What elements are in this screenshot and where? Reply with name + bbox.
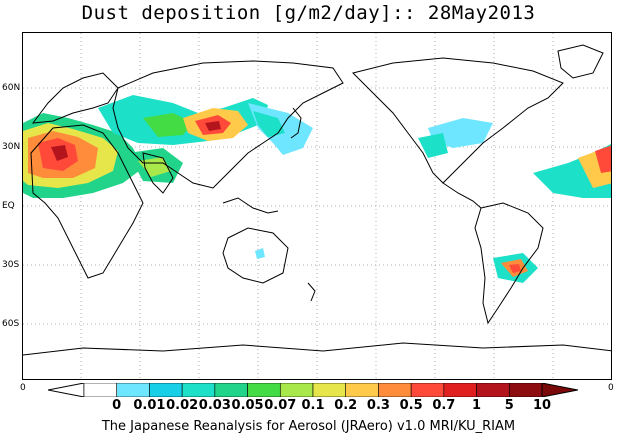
colorbar-cell — [508, 383, 543, 397]
colorbar-tick-label: 0.7 — [432, 398, 456, 413]
colorbar-cell — [345, 383, 379, 397]
coastlines — [23, 44, 611, 356]
colorbar-tick-label: 0.5 — [399, 398, 423, 413]
colorbar-tick-label: 0.07 — [264, 398, 297, 413]
graticule — [23, 33, 611, 379]
lat-label-eq: EQ — [2, 201, 15, 211]
colorbar-tick-label: 1 — [472, 398, 482, 413]
colorbar — [48, 383, 578, 397]
colorbar-left-edge-label: 0 — [20, 383, 26, 393]
lat-label-60n: 60N — [2, 83, 21, 93]
colorbar-tick-label: 0.2 — [334, 398, 358, 413]
colorbar-cell — [83, 383, 118, 397]
colorbar-cell — [181, 383, 216, 397]
colorbar-cell — [378, 383, 412, 397]
dust-shading — [23, 95, 611, 283]
colorbar-cell — [443, 383, 477, 397]
colorbar-cell — [214, 383, 248, 397]
colorbar-tick-label: 0.1 — [301, 398, 325, 413]
map-canvas — [23, 33, 611, 379]
arrow-right-icon — [541, 383, 578, 397]
world-map — [22, 32, 612, 380]
colorbar-tick-label: 0.3 — [366, 398, 390, 413]
colorbar-cell — [149, 383, 183, 397]
map-title: Dust deposition [g/m2/day]:: 28May2013 — [81, 2, 536, 24]
colorbar-tick-label: 0.02 — [166, 398, 199, 413]
lat-label-30n: 30N — [2, 142, 21, 152]
lat-label-60s: 60S — [2, 319, 20, 329]
attribution-footer: The Japanese Reanalysis for Aerosol (JRA… — [101, 419, 516, 434]
colorbar-cell — [247, 383, 281, 397]
lat-label-30s: 30S — [2, 260, 20, 270]
colorbar-cell — [476, 383, 510, 397]
colorbar-tick-label: 10 — [532, 398, 552, 413]
colorbar-tick-label: 0.01 — [133, 398, 166, 413]
colorbar-tick-label: 0.03 — [198, 398, 231, 413]
colorbar-cell — [312, 383, 347, 397]
colorbar-cell — [410, 383, 445, 397]
colorbar-right-edge-label: 0 — [608, 383, 614, 393]
colorbar-tick-label: 0.05 — [231, 398, 264, 413]
colorbar-tick-label: 0 — [112, 398, 122, 413]
colorbar-cell — [116, 383, 150, 397]
colorbar-tick-label: 5 — [504, 398, 514, 413]
arrow-left-icon — [48, 383, 85, 397]
colorbar-cell — [279, 383, 314, 397]
